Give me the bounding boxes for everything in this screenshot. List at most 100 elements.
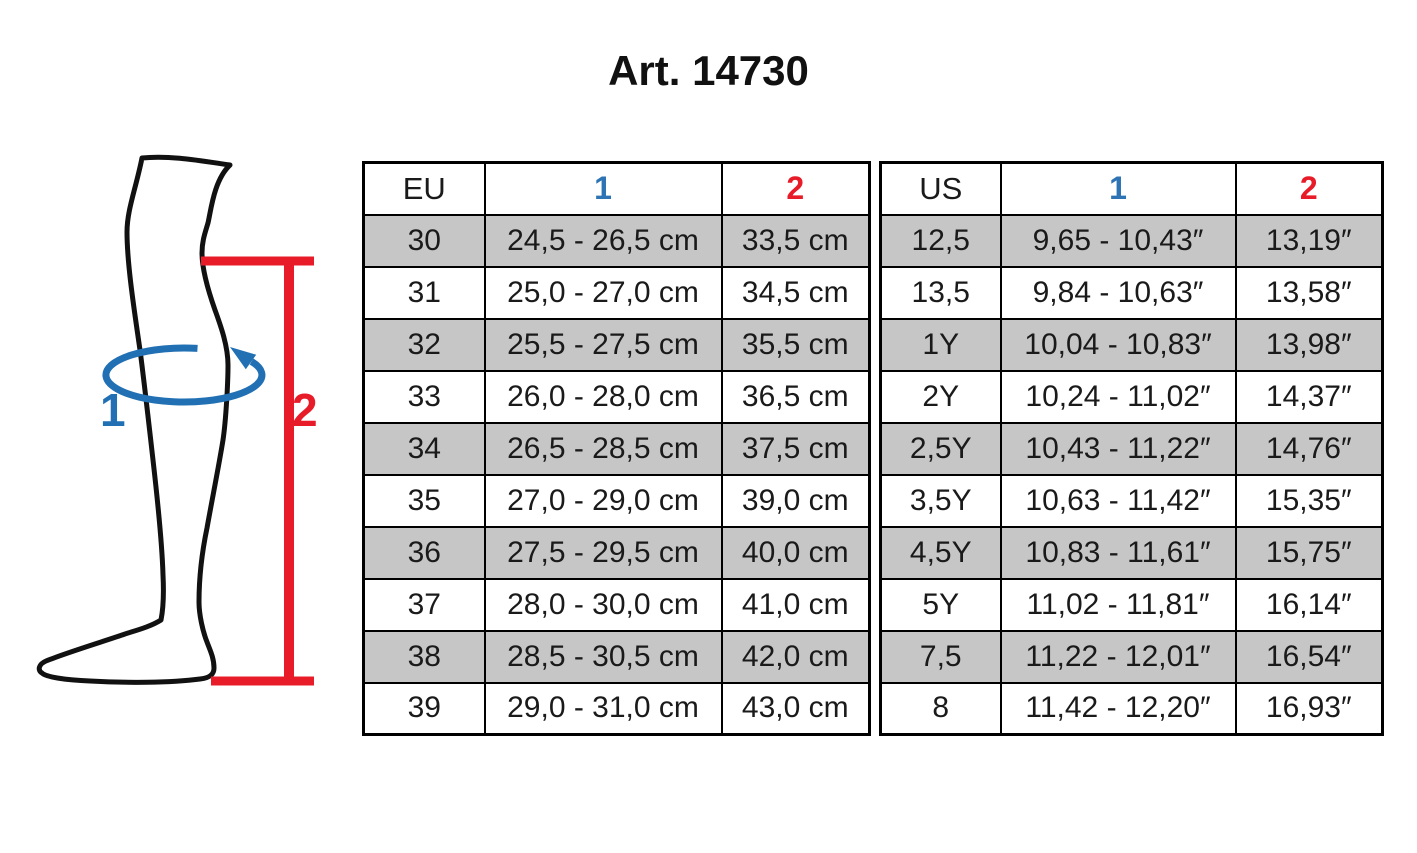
table-row: 35 27,0 - 29,0 cm 39,0 cm <box>362 473 871 528</box>
table-row: 33 26,0 - 28,0 cm 36,5 cm <box>362 369 871 424</box>
table-cell: 13,19″ <box>1234 213 1384 268</box>
eu-column-header: EU <box>362 161 486 216</box>
table-cell: 13,58″ <box>1234 265 1384 320</box>
table-cell: 39,0 cm <box>720 473 871 528</box>
measure-1-label: 1 <box>100 384 126 436</box>
table-cell: 2Y <box>879 369 1002 424</box>
table-cell: 10,63 - 11,42″ <box>999 473 1237 528</box>
table-cell: 10,24 - 11,02″ <box>999 369 1237 424</box>
table-cell: 10,83 - 11,61″ <box>999 525 1237 580</box>
table-cell: 14,37″ <box>1234 369 1384 424</box>
table-cell: 32 <box>362 317 486 372</box>
table-cell: 30 <box>362 213 486 268</box>
table-cell: 27,5 - 29,5 cm <box>483 525 723 580</box>
cm-table-header-row: EU 1 2 <box>362 161 871 216</box>
table-cell: 16,14″ <box>1234 577 1384 632</box>
table-row: 39 29,0 - 31,0 cm 43,0 cm <box>362 681 871 736</box>
table-cell: 12,5 <box>879 213 1002 268</box>
table-cell: 5Y <box>879 577 1002 632</box>
table-cell: 25,0 - 27,0 cm <box>483 265 723 320</box>
us-measure-1-column-header: 1 <box>999 161 1237 216</box>
table-row: 37 28,0 - 30,0 cm 41,0 cm <box>362 577 871 632</box>
table-cell: 11,22 - 12,01″ <box>999 629 1237 684</box>
table-cell: 29,0 - 31,0 cm <box>483 681 723 736</box>
us-table-body: 12,5 9,65 - 10,43″ 13,19″ 13,5 9,84 - 10,63″… <box>879 213 1384 736</box>
leg-outline <box>36 154 233 685</box>
cm-size-table: EU 1 2 30 24,5 - 26,5 cm 33,5 cm 31 25,0 - 2… <box>362 161 871 736</box>
table-cell: 25,5 - 27,5 cm <box>483 317 723 372</box>
table-cell: 10,04 - 10,83″ <box>999 317 1237 372</box>
table-row: 4,5Y 10,83 - 11,61″ 15,75″ <box>879 525 1384 580</box>
table-row: 30 24,5 - 26,5 cm 33,5 cm <box>362 213 871 268</box>
table-cell: 37 <box>362 577 486 632</box>
table-cell: 35 <box>362 473 486 528</box>
table-cell: 11,42 - 12,20″ <box>999 681 1237 736</box>
table-row: 5Y 11,02 - 11,81″ 16,14″ <box>879 577 1384 632</box>
table-cell: 1Y <box>879 317 1002 372</box>
cm-table-body: 30 24,5 - 26,5 cm 33,5 cm 31 25,0 - 27,0 cm 3… <box>362 213 871 736</box>
table-row: 31 25,0 - 27,0 cm 34,5 cm <box>362 265 871 320</box>
table-cell: 7,5 <box>879 629 1002 684</box>
us-column-header: US <box>879 161 1002 216</box>
table-cell: 37,5 cm <box>720 421 871 476</box>
table-cell: 33,5 cm <box>720 213 871 268</box>
table-cell: 40,0 cm <box>720 525 871 580</box>
table-row: 2Y 10,24 - 11,02″ 14,37″ <box>879 369 1384 424</box>
table-cell: 38 <box>362 629 486 684</box>
cm-measure-2-column-header: 2 <box>720 161 871 216</box>
table-cell: 8 <box>879 681 1002 736</box>
table-row: 32 25,5 - 27,5 cm 35,5 cm <box>362 317 871 372</box>
table-row: 7,5 11,22 - 12,01″ 16,54″ <box>879 629 1384 684</box>
table-cell: 26,0 - 28,0 cm <box>483 369 723 424</box>
table-cell: 14,76″ <box>1234 421 1384 476</box>
table-cell: 35,5 cm <box>720 317 871 372</box>
table-row: 13,5 9,84 - 10,63″ 13,58″ <box>879 265 1384 320</box>
table-cell: 3,5Y <box>879 473 1002 528</box>
table-cell: 15,35″ <box>1234 473 1384 528</box>
measure-2-label: 2 <box>292 384 318 436</box>
leg-measurement-diagram: 1 2 <box>36 154 318 686</box>
table-cell: 36,5 cm <box>720 369 871 424</box>
table-cell: 11,02 - 11,81″ <box>999 577 1237 632</box>
table-cell: 41,0 cm <box>720 577 871 632</box>
table-cell: 27,0 - 29,0 cm <box>483 473 723 528</box>
calf-circumference-arrow <box>102 344 266 406</box>
us-table-header-row: US 1 2 <box>879 161 1384 216</box>
table-row: 3,5Y 10,63 - 11,42″ 15,35″ <box>879 473 1384 528</box>
table-cell: 13,5 <box>879 265 1002 320</box>
table-cell: 24,5 - 26,5 cm <box>483 213 723 268</box>
table-cell: 16,54″ <box>1234 629 1384 684</box>
table-cell: 26,5 - 28,5 cm <box>483 421 723 476</box>
table-cell: 31 <box>362 265 486 320</box>
table-cell: 16,93″ <box>1234 681 1384 736</box>
table-row: 2,5Y 10,43 - 11,22″ 14,76″ <box>879 421 1384 476</box>
table-cell: 33 <box>362 369 486 424</box>
table-cell: 9,84 - 10,63″ <box>999 265 1237 320</box>
table-cell: 34 <box>362 421 486 476</box>
cm-measure-1-column-header: 1 <box>483 161 723 216</box>
page-title: Art. 14730 <box>608 47 809 94</box>
table-row: 34 26,5 - 28,5 cm 37,5 cm <box>362 421 871 476</box>
us-size-table: US 1 2 12,5 9,65 - 10,43″ 13,19″ 13,5 9,84 -… <box>879 161 1384 736</box>
table-cell: 15,75″ <box>1234 525 1384 580</box>
table-cell: 34,5 cm <box>720 265 871 320</box>
table-cell: 36 <box>362 525 486 580</box>
table-cell: 28,5 - 30,5 cm <box>483 629 723 684</box>
table-cell: 9,65 - 10,43″ <box>999 213 1237 268</box>
table-cell: 39 <box>362 681 486 736</box>
table-cell: 13,98″ <box>1234 317 1384 372</box>
table-row: 38 28,5 - 30,5 cm 42,0 cm <box>362 629 871 684</box>
size-chart: EU 1 2 30 24,5 - 26,5 cm 33,5 cm 31 25,0 - 2… <box>362 161 1384 736</box>
table-cell: 28,0 - 30,0 cm <box>483 577 723 632</box>
table-row: 36 27,5 - 29,5 cm 40,0 cm <box>362 525 871 580</box>
table-cell: 42,0 cm <box>720 629 871 684</box>
circumference-arrowhead <box>230 347 257 370</box>
table-row: 12,5 9,65 - 10,43″ 13,19″ <box>879 213 1384 268</box>
table-row: 8 11,42 - 12,20″ 16,93″ <box>879 681 1384 736</box>
table-cell: 10,43 - 11,22″ <box>999 421 1237 476</box>
table-cell: 4,5Y <box>879 525 1002 580</box>
us-measure-2-column-header: 2 <box>1234 161 1384 216</box>
table-cell: 2,5Y <box>879 421 1002 476</box>
table-row: 1Y 10,04 - 10,83″ 13,98″ <box>879 317 1384 372</box>
table-cell: 43,0 cm <box>720 681 871 736</box>
